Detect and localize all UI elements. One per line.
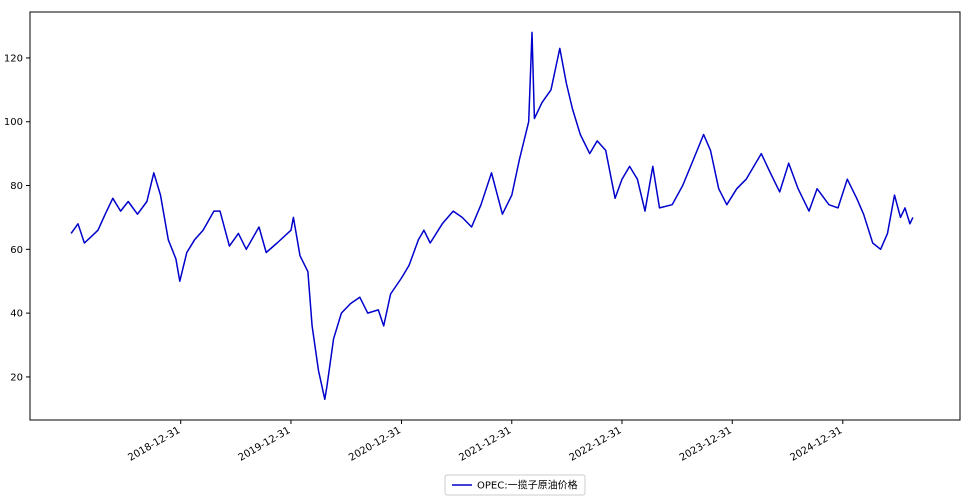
data-line xyxy=(70,31,914,401)
x-tick-label: 2024-12-31 xyxy=(788,425,844,464)
x-tick-label: 2021-12-31 xyxy=(457,425,513,464)
y-tick-label: 120 xyxy=(4,53,23,64)
x-tick-label: 2020-12-31 xyxy=(347,425,403,464)
y-tick-label: 100 xyxy=(4,117,23,128)
plot-frame xyxy=(29,11,961,421)
y-tick-label: 60 xyxy=(10,245,23,256)
x-tick-label: 2022-12-31 xyxy=(568,425,624,464)
legend-box xyxy=(444,474,586,496)
x-tick-label: 2023-12-31 xyxy=(678,425,734,464)
x-tick-label: 2019-12-31 xyxy=(237,425,293,464)
y-tick-label: 20 xyxy=(10,372,23,383)
y-tick-label: 80 xyxy=(10,181,23,192)
x-tick-label: 2018-12-31 xyxy=(126,425,182,464)
y-tick-label: 40 xyxy=(10,309,23,320)
legend-label: OPEC:一揽子原油价格 xyxy=(477,479,578,492)
